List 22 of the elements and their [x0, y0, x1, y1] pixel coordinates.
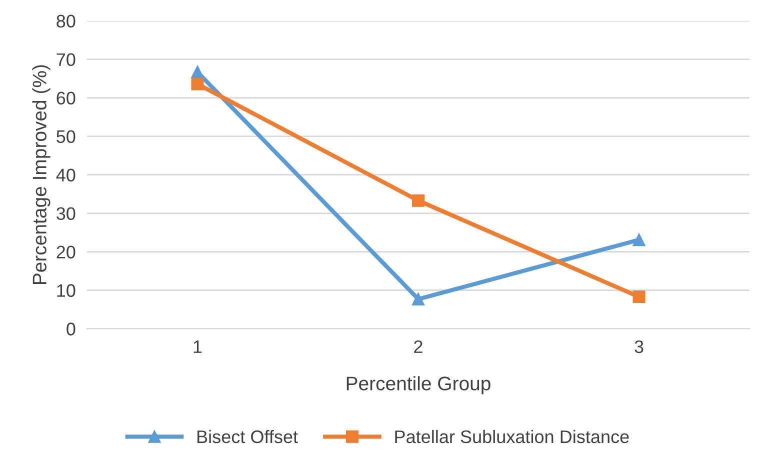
y-tick-label: 80 [56, 14, 76, 28]
y-tick-label: 70 [56, 53, 76, 66]
y-tick-label: 60 [56, 92, 76, 105]
point [412, 292, 424, 306]
y-tick-label: 40 [56, 168, 76, 182]
legend-label: Patellar Subluxation Distance [395, 430, 629, 444]
y-tick-label: 0 [66, 322, 76, 336]
point [632, 290, 646, 304]
point [632, 234, 646, 246]
y-tick-label: 50 [56, 130, 76, 144]
x-axis-title: Percentile Group [346, 376, 490, 394]
point [412, 194, 424, 207]
y-tick-label: 30 [56, 207, 76, 220]
legend-label: Bisect Offset [198, 430, 298, 444]
point [191, 78, 204, 90]
y-axis-title: Percentage Improved (%) [32, 65, 50, 284]
y-tick-label: 10 [57, 284, 76, 297]
x-tick-label: 1 [194, 340, 202, 353]
point [191, 66, 204, 78]
x-tick-label: 3 [634, 340, 644, 354]
y-tick-label: 20 [56, 246, 76, 258]
x-tick-label: 2 [414, 340, 422, 353]
